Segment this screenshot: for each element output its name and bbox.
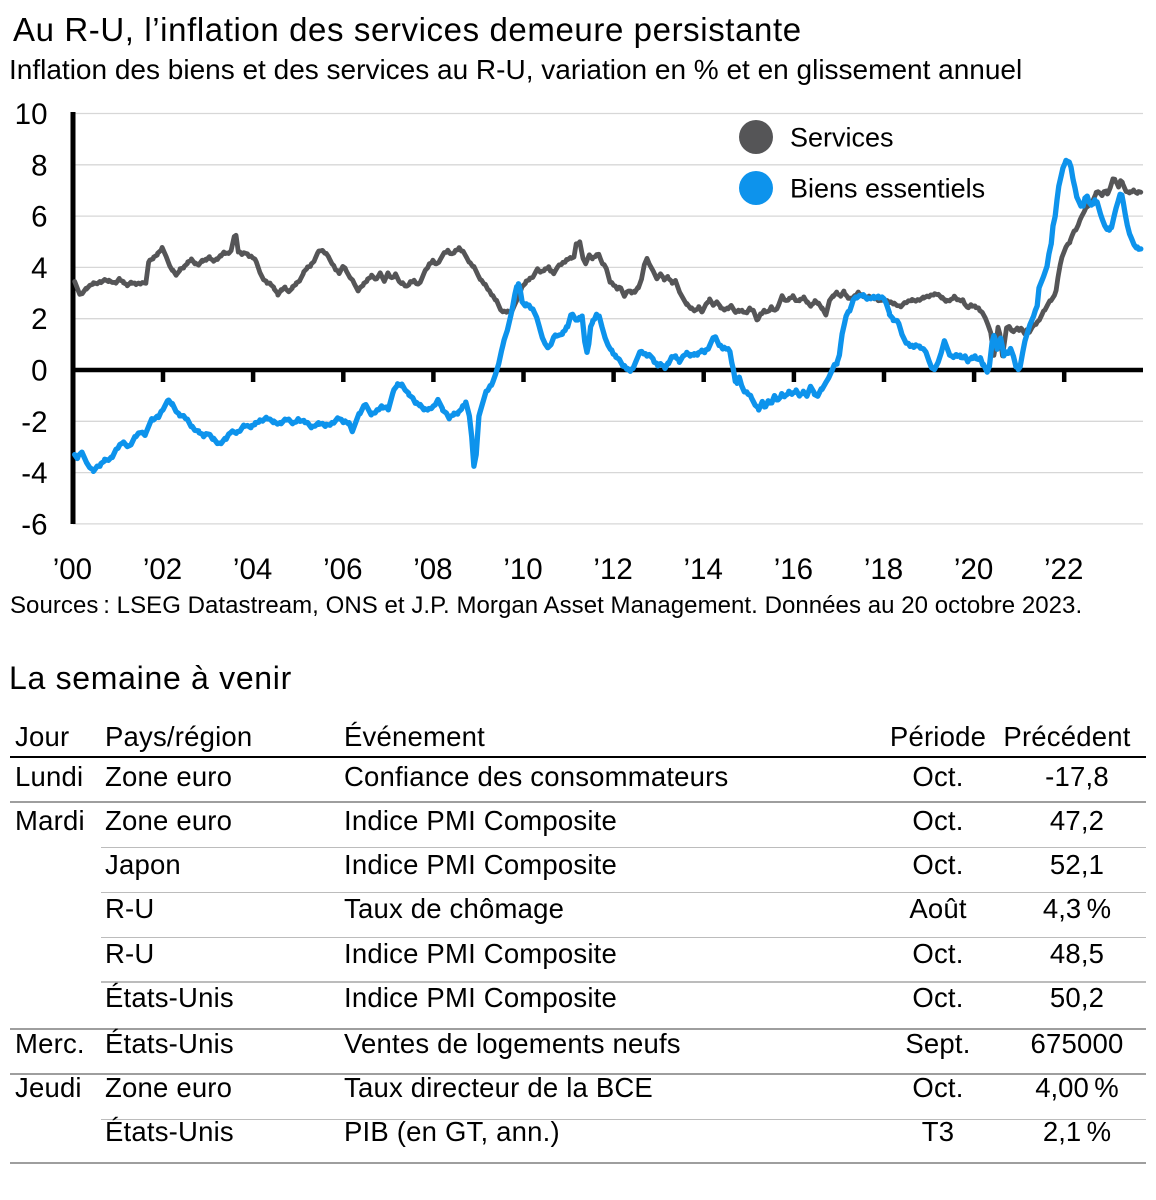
svg-text:’16: ’16 (774, 553, 813, 586)
svg-text:10: 10 (15, 98, 48, 131)
svg-text:-2: -2 (21, 406, 47, 439)
svg-text:’10: ’10 (503, 553, 542, 586)
svg-text:-6: -6 (21, 508, 47, 541)
svg-text:’06: ’06 (323, 553, 362, 586)
svg-text:6: 6 (31, 201, 47, 234)
svg-text:Services: Services (790, 123, 894, 153)
svg-text:’12: ’12 (593, 553, 632, 586)
svg-text:Biens essentiels: Biens essentiels (790, 174, 985, 204)
svg-text:’18: ’18 (864, 553, 903, 586)
svg-text:4: 4 (31, 252, 47, 285)
svg-text:’04: ’04 (233, 553, 272, 586)
svg-text:’20: ’20 (954, 553, 993, 586)
svg-text:’22: ’22 (1044, 553, 1083, 586)
svg-text:8: 8 (31, 149, 47, 182)
svg-text:’00: ’00 (53, 553, 92, 586)
svg-text:’08: ’08 (413, 553, 452, 586)
svg-text:’02: ’02 (143, 553, 182, 586)
svg-text:0: 0 (31, 355, 47, 388)
svg-text:2: 2 (31, 303, 47, 336)
svg-text:’14: ’14 (684, 553, 723, 586)
svg-text:-4: -4 (21, 457, 47, 490)
